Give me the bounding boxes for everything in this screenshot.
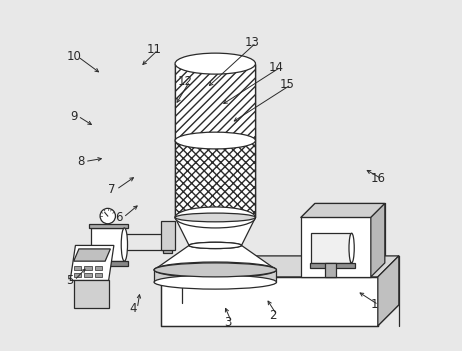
Ellipse shape (154, 262, 276, 278)
Polygon shape (70, 245, 114, 280)
Text: 4: 4 (129, 302, 137, 315)
Bar (325, 263, 336, 277)
Ellipse shape (175, 132, 255, 149)
Bar (311, 233, 350, 263)
Bar (95, 273, 103, 277)
Ellipse shape (189, 242, 242, 249)
Text: 2: 2 (269, 309, 277, 322)
Bar (126, 234, 171, 250)
Bar (91, 228, 124, 261)
Bar (90, 224, 128, 228)
Bar (84, 266, 92, 270)
Text: 5: 5 (67, 274, 74, 287)
Bar (161, 221, 175, 250)
Bar (301, 218, 371, 277)
Polygon shape (154, 245, 276, 270)
Text: 3: 3 (224, 316, 231, 329)
Bar (241, 265, 260, 270)
Ellipse shape (175, 207, 255, 228)
Text: 13: 13 (244, 36, 260, 49)
Text: 9: 9 (70, 110, 78, 122)
Text: 14: 14 (269, 61, 284, 74)
Bar (84, 273, 92, 277)
Bar (90, 261, 128, 266)
Text: 6: 6 (116, 211, 123, 224)
Bar (161, 277, 378, 326)
Polygon shape (378, 256, 399, 326)
Text: 16: 16 (371, 172, 385, 185)
Polygon shape (73, 249, 110, 261)
Polygon shape (161, 256, 399, 277)
Bar (73, 280, 109, 308)
Polygon shape (175, 140, 255, 218)
Ellipse shape (154, 263, 276, 277)
Polygon shape (301, 204, 385, 218)
Text: 7: 7 (109, 183, 116, 196)
Text: 1: 1 (371, 298, 378, 311)
Bar (73, 266, 81, 270)
Bar (244, 277, 256, 282)
Text: 12: 12 (178, 75, 193, 88)
Text: 11: 11 (146, 43, 162, 56)
Ellipse shape (154, 275, 276, 289)
Ellipse shape (175, 53, 255, 74)
Polygon shape (175, 64, 255, 140)
Bar (154, 270, 276, 282)
Ellipse shape (349, 233, 354, 263)
Ellipse shape (189, 242, 242, 249)
Ellipse shape (175, 213, 255, 222)
Polygon shape (175, 218, 255, 245)
Text: 10: 10 (66, 50, 81, 63)
Bar (95, 266, 103, 270)
Bar (163, 231, 171, 253)
Circle shape (100, 208, 116, 224)
Bar (174, 277, 187, 282)
Text: 8: 8 (77, 155, 85, 168)
Polygon shape (371, 204, 385, 277)
Bar (73, 273, 81, 277)
Bar (170, 265, 190, 270)
Text: 15: 15 (280, 78, 294, 91)
Ellipse shape (121, 228, 128, 261)
Bar (310, 263, 355, 268)
